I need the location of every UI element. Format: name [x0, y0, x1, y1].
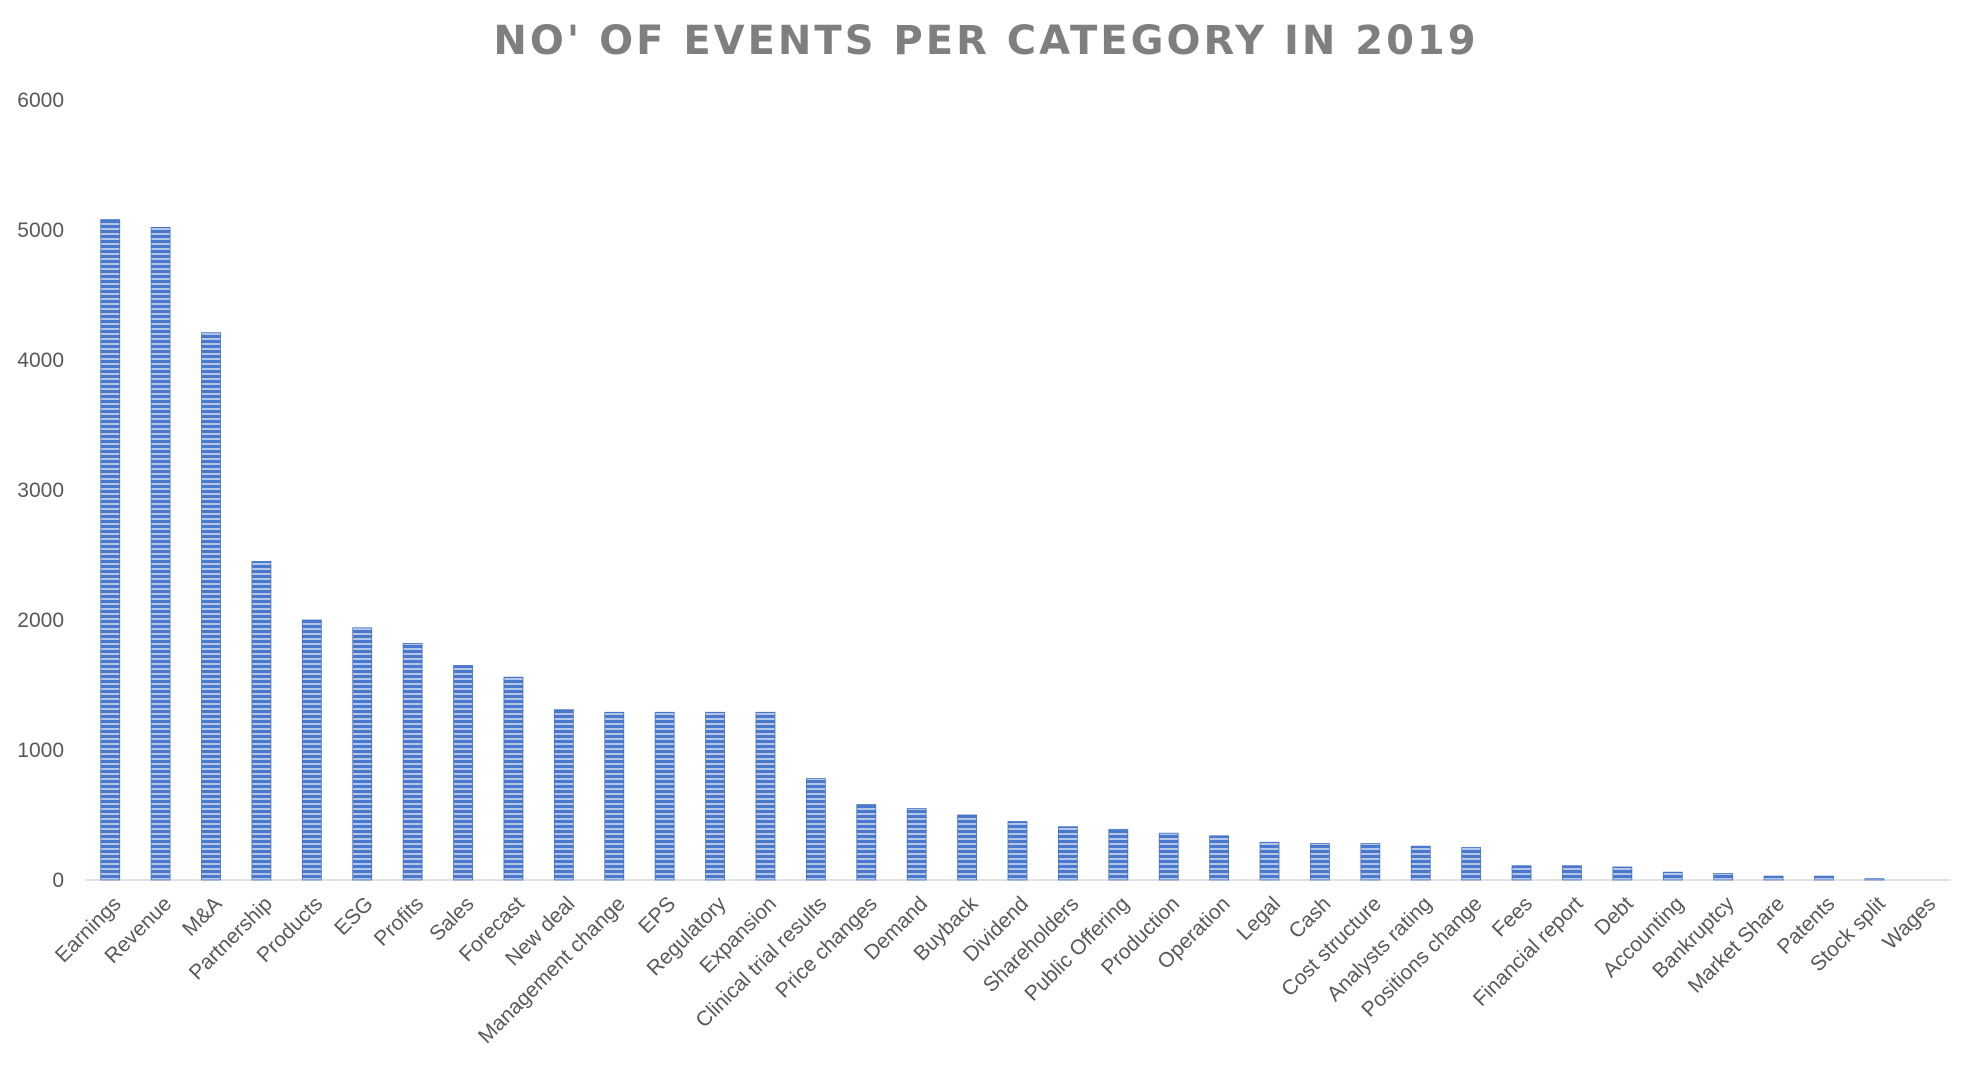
bar — [1511, 865, 1532, 881]
y-tick-label: 4000 — [17, 349, 64, 372]
bar — [1814, 875, 1834, 881]
bar — [1612, 866, 1633, 881]
bar — [1007, 821, 1028, 881]
bar — [654, 711, 675, 881]
x-tick-label: EPS — [634, 892, 680, 938]
bar — [1410, 845, 1431, 881]
bar — [957, 814, 977, 881]
bar — [503, 676, 524, 881]
bar — [906, 808, 927, 881]
bar — [402, 643, 423, 881]
y-tick-label: 2000 — [17, 609, 64, 632]
bar — [1058, 826, 1078, 881]
bar — [150, 226, 171, 881]
bar — [1713, 873, 1734, 881]
x-tick-label: Legal — [1232, 892, 1285, 945]
bar — [1763, 875, 1784, 881]
bar — [1108, 828, 1129, 881]
bar — [1310, 843, 1330, 881]
bar — [453, 665, 473, 881]
bar — [805, 778, 826, 881]
chart-title: NO' OF EVENTS PER CATEGORY IN 2019 — [493, 18, 1479, 64]
bar — [604, 711, 625, 881]
bar — [352, 627, 373, 881]
y-tick-label: 1000 — [17, 739, 64, 762]
y-tick-label: 0 — [52, 869, 64, 892]
bar — [1360, 843, 1381, 881]
bar — [856, 804, 877, 881]
bar — [553, 709, 574, 881]
bar — [1562, 865, 1582, 881]
bar — [1662, 871, 1683, 881]
x-tick-label: Wages — [1878, 892, 1940, 954]
bar — [301, 619, 322, 881]
bar — [1209, 835, 1230, 881]
bar — [755, 711, 776, 881]
bar — [705, 711, 725, 881]
bar — [1461, 847, 1482, 881]
bar — [251, 561, 272, 881]
x-tick-label: Profits — [370, 892, 428, 950]
bars-group — [100, 219, 1885, 881]
y-tick-label: 5000 — [17, 219, 64, 242]
y-axis: 0 1000 2000 3000 4000 5000 6000 — [17, 89, 64, 892]
bar — [201, 332, 221, 881]
bar — [1259, 841, 1280, 881]
y-tick-label: 6000 — [17, 89, 64, 112]
bar — [1158, 832, 1179, 881]
bar — [100, 219, 121, 881]
bar — [1864, 878, 1885, 881]
y-tick-label: 3000 — [17, 479, 64, 502]
